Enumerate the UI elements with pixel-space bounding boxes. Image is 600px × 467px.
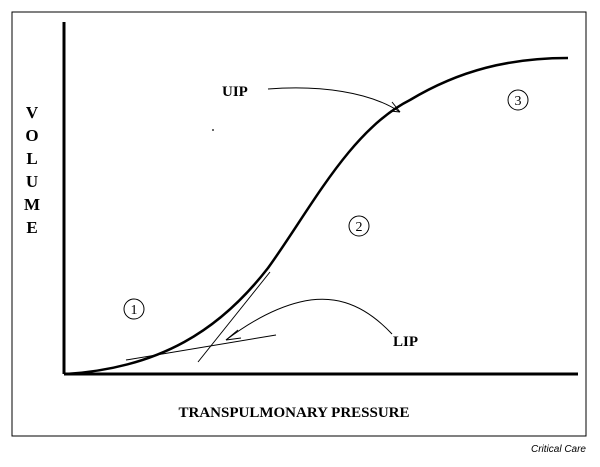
region-marker-1: 1 — [123, 298, 145, 320]
region-marker-3: 3 — [507, 89, 529, 111]
shallow-tangent-line — [125, 334, 277, 361]
source-credit: Critical Care — [530, 444, 586, 455]
region-marker-2-label: 2 — [356, 220, 363, 235]
stray-dot — [212, 129, 214, 131]
x-axis-label: TRANSPULMONARY PRESSURE — [178, 405, 409, 421]
uip-arrowhead — [389, 101, 401, 113]
lip-label: LIP — [393, 334, 418, 350]
region-marker-2: 2 — [348, 215, 370, 237]
region-marker-3-label: 3 — [515, 94, 522, 109]
pressure-volume-curve — [65, 56, 569, 376]
uip-pointer-arrow — [267, 87, 401, 113]
lip-arrowhead — [225, 329, 242, 341]
region-marker-1-label: 1 — [131, 303, 138, 318]
lip-pointer-arrow — [225, 298, 393, 341]
uip-label: UIP — [222, 84, 248, 100]
figure-frame — [11, 11, 587, 437]
steep-tangent-line — [197, 271, 271, 363]
